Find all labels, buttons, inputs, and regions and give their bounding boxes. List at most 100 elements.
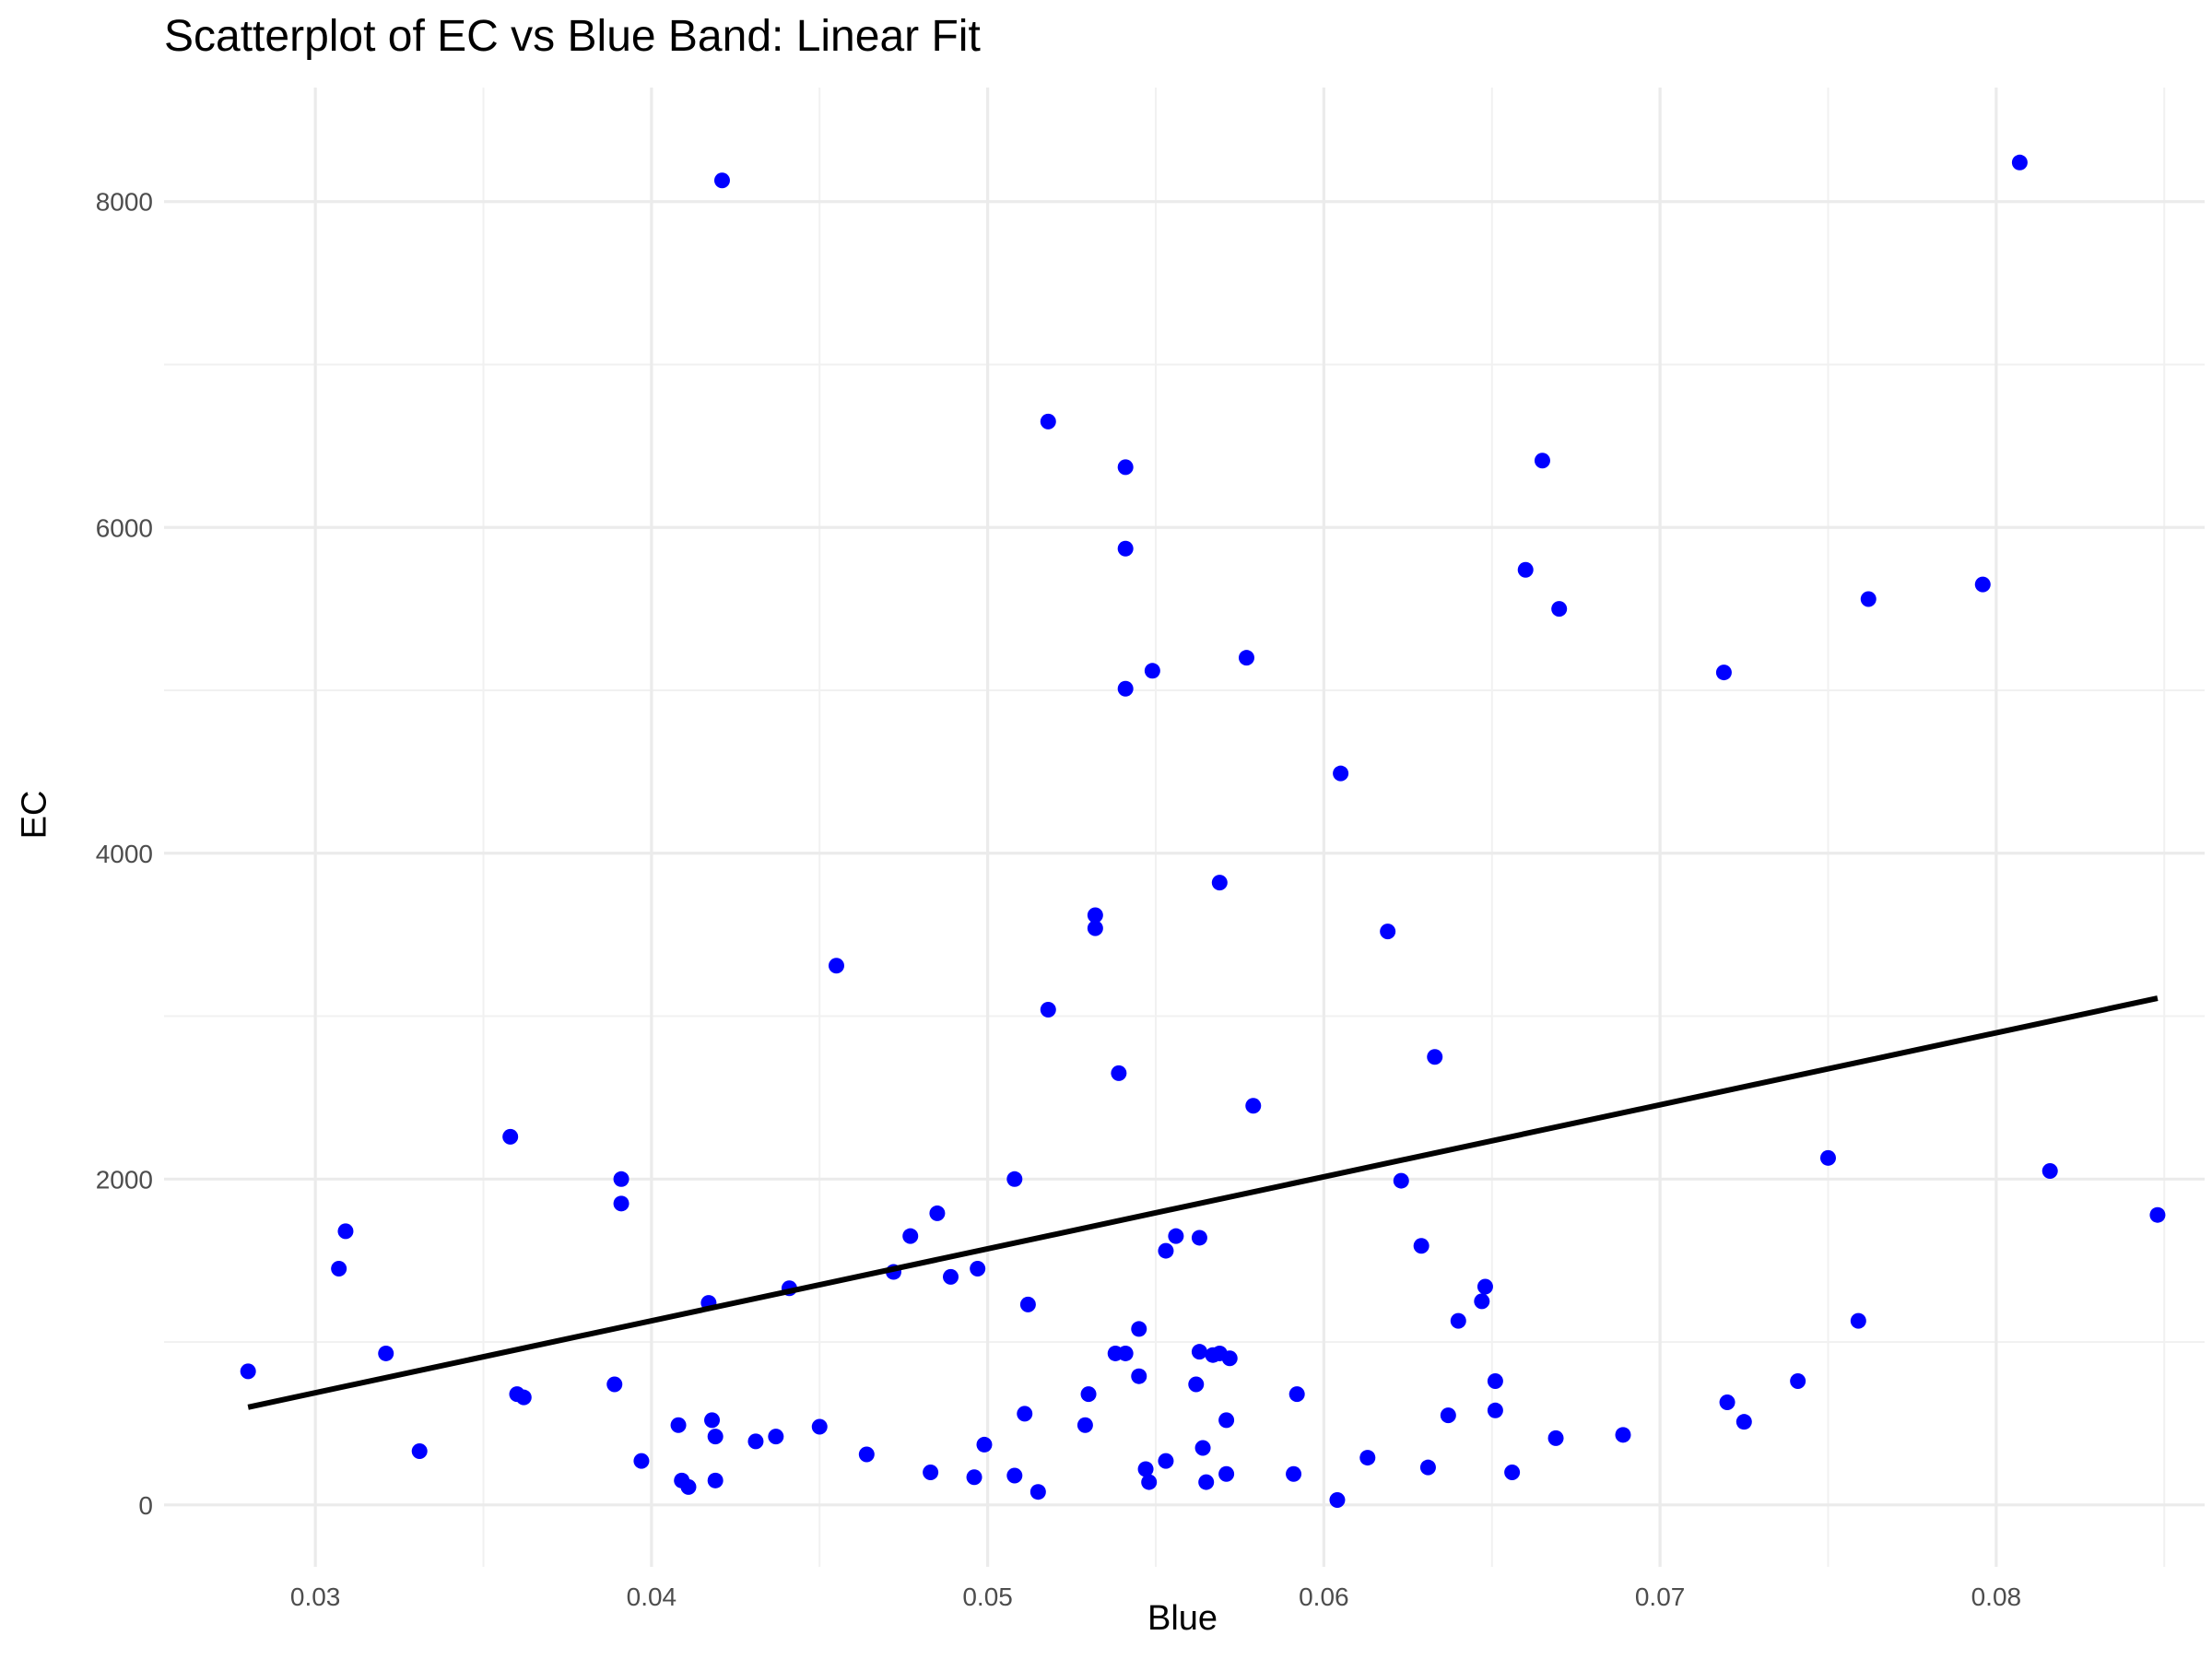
y-tick-label: 8000 <box>96 188 153 217</box>
data-point <box>1380 924 1396 940</box>
data-point <box>1218 1412 1235 1429</box>
data-point <box>680 1478 697 1495</box>
data-point <box>707 1472 724 1488</box>
data-point <box>1040 413 1056 429</box>
data-point <box>1087 907 1103 924</box>
data-point <box>1168 1228 1184 1244</box>
data-point <box>1191 1344 1207 1360</box>
data-point <box>1517 561 1534 578</box>
data-point <box>1131 1368 1147 1384</box>
x-tick-label: 0.04 <box>627 1583 677 1611</box>
data-point <box>1487 1372 1503 1389</box>
data-point <box>1111 1065 1127 1081</box>
data-point <box>1019 1296 1036 1312</box>
data-point <box>1198 1474 1215 1490</box>
data-point <box>1117 680 1134 697</box>
data-point <box>633 1453 650 1469</box>
data-point <box>976 1436 993 1453</box>
data-point <box>1427 1049 1443 1065</box>
data-point <box>707 1429 724 1445</box>
data-point <box>1715 665 1732 681</box>
tick-labels: 0.03 0.04 0.05 0.06 0.07 0.08 0 2000 4000 6000 800… <box>96 188 2021 1611</box>
fit-line-layer <box>247 995 2159 1410</box>
data-point <box>1158 1242 1174 1259</box>
data-point <box>902 1228 919 1244</box>
data-point <box>411 1442 428 1459</box>
y-axis-title: EC <box>15 790 54 840</box>
data-point <box>1534 453 1550 469</box>
data-point <box>1860 591 1877 607</box>
linear-fit-line <box>247 995 2159 1410</box>
grid-lines <box>164 88 2205 1567</box>
data-point <box>1719 1394 1735 1410</box>
data-point <box>1006 1467 1023 1484</box>
data-point <box>1211 875 1228 891</box>
y-tick-label: 0 <box>138 1491 153 1520</box>
data-point <box>337 1223 354 1240</box>
data-point <box>331 1261 347 1277</box>
x-tick-label: 0.05 <box>962 1583 1013 1611</box>
data-point <box>515 1389 532 1406</box>
data-point <box>1137 1461 1154 1477</box>
data-point <box>1450 1312 1466 1329</box>
data-point <box>502 1128 519 1145</box>
data-point <box>2149 1206 2166 1223</box>
x-axis-title: Blue <box>1147 1599 1218 1638</box>
data-point <box>1080 1386 1097 1403</box>
data-point <box>1974 576 1991 593</box>
data-point <box>1615 1427 1631 1443</box>
data-point <box>2011 154 2028 171</box>
data-point <box>378 1345 394 1361</box>
data-point <box>1194 1440 1211 1456</box>
data-point <box>1487 1402 1503 1418</box>
data-point <box>929 1205 946 1221</box>
data-point <box>1238 650 1254 666</box>
data-point <box>1017 1406 1033 1422</box>
data-point <box>970 1261 986 1277</box>
chart-title: Scatterplot of EC vs Blue Band: Linear F… <box>164 12 981 61</box>
data-point <box>1188 1376 1205 1393</box>
data-point <box>1359 1450 1376 1466</box>
y-tick-label: 6000 <box>96 513 153 542</box>
y-tick-label: 4000 <box>96 840 153 868</box>
data-point <box>613 1171 629 1187</box>
data-point <box>704 1412 721 1429</box>
data-point <box>1413 1238 1430 1254</box>
data-point <box>1288 1386 1305 1403</box>
data-point <box>713 172 730 189</box>
data-point <box>1551 601 1568 618</box>
data-points <box>240 154 2166 1509</box>
data-point <box>1735 1414 1752 1430</box>
data-point <box>1286 1465 1302 1482</box>
data-point <box>1850 1312 1866 1329</box>
data-point <box>1547 1430 1564 1446</box>
data-point <box>670 1417 687 1433</box>
data-point <box>1218 1465 1235 1482</box>
data-point <box>1131 1321 1147 1337</box>
data-point <box>1221 1350 1238 1367</box>
data-point <box>1030 1484 1046 1500</box>
data-point <box>747 1433 764 1450</box>
data-point <box>943 1268 959 1285</box>
data-point <box>1419 1459 1436 1476</box>
data-point <box>1117 540 1134 557</box>
x-tick-label: 0.06 <box>1299 1583 1349 1611</box>
data-point <box>1087 920 1103 936</box>
data-point <box>1040 1001 1056 1018</box>
y-tick-label: 2000 <box>96 1165 153 1194</box>
data-point <box>1477 1278 1493 1295</box>
data-point <box>1504 1464 1521 1480</box>
data-point <box>923 1464 939 1480</box>
data-point <box>1158 1453 1174 1469</box>
x-tick-label: 0.07 <box>1635 1583 1686 1611</box>
data-point <box>858 1446 875 1463</box>
data-point <box>1144 663 1160 679</box>
data-point <box>1440 1407 1456 1424</box>
data-point <box>1333 765 1349 782</box>
data-point <box>1819 1149 1836 1166</box>
data-point <box>811 1418 828 1435</box>
data-point <box>1077 1417 1093 1433</box>
data-point <box>1117 459 1134 476</box>
data-point <box>606 1376 623 1393</box>
